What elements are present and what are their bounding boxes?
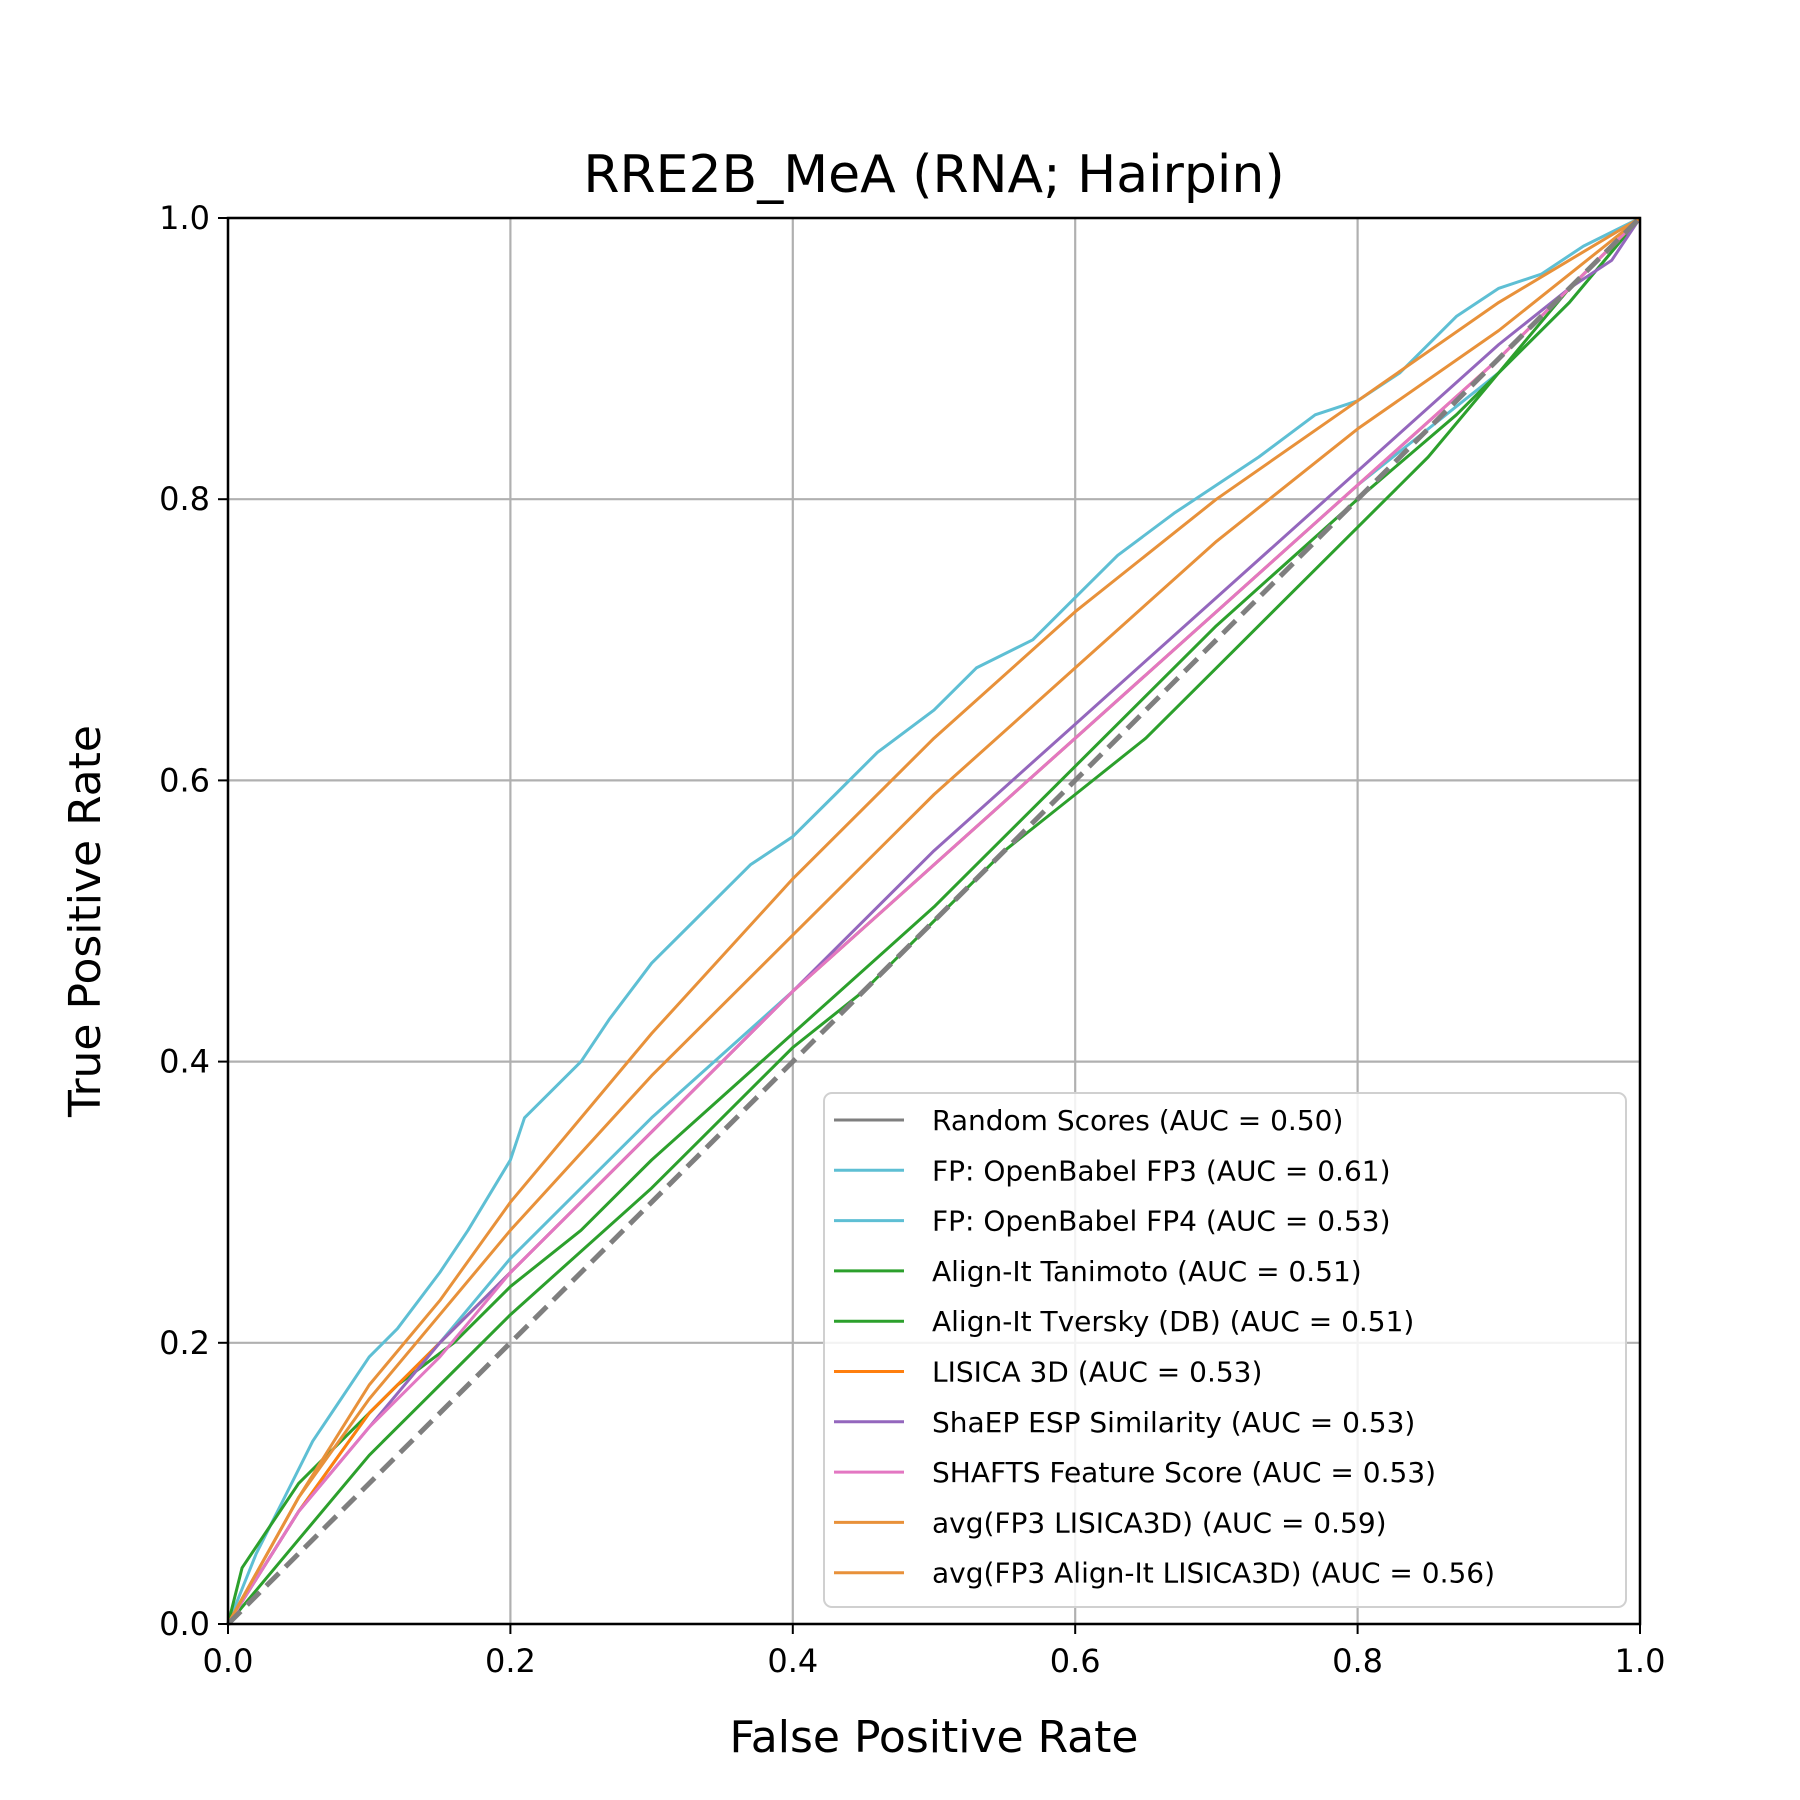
legend-box	[823, 1092, 1627, 1608]
series-line-9	[226, 216, 1641, 1625]
plot-frame	[226, 216, 1642, 1626]
y-tick-label: 1.0	[159, 199, 210, 237]
legend-label: FP: OpenBabel FP3 (AUC = 0.61)	[932, 1154, 1391, 1187]
legend-label: LISICA 3D (AUC = 0.53)	[932, 1356, 1262, 1389]
ticks: 0.0 0.2 0.4 0.6 0.8 1.0 0.0 0.2 0.4 0.6 0.8 1.0	[159, 199, 1665, 1680]
series-line-4	[226, 217, 1642, 1625]
x-tick-label: 0.4	[767, 1642, 818, 1680]
legend-label: Random Scores (AUC = 0.50)	[932, 1104, 1343, 1137]
series-line-6	[226, 217, 1642, 1625]
legend-label: avg(FP3 Align-It LISICA3D) (AUC = 0.56)	[932, 1557, 1495, 1590]
x-tick-label: 1.0	[1615, 1642, 1666, 1680]
x-tick-label: 0.0	[203, 1642, 254, 1680]
legend: Random Scores (AUC = 0.50) FP: OpenBabel …	[823, 1092, 1627, 1608]
y-tick-label: 0.6	[159, 761, 210, 799]
legend-label: Align-It Tanimoto (AUC = 0.51)	[932, 1255, 1362, 1288]
x-axis-label: False Positive Rate	[730, 1712, 1139, 1763]
legend-label: SHAFTS Feature Score (AUC = 0.53)	[932, 1456, 1436, 1489]
y-axis-label: True Positive Rate	[60, 725, 111, 1118]
chart-title: RRE2B_MeA (RNA; Hairpin)	[583, 145, 1284, 205]
series-line-0	[226, 216, 1642, 1626]
y-tick-label: 0.8	[159, 480, 210, 518]
y-tick-label: 0.0	[159, 1605, 210, 1643]
legend-label: avg(FP3 LISICA3D) (AUC = 0.59)	[932, 1506, 1387, 1539]
legend-label: FP: OpenBabel FP4 (AUC = 0.53)	[932, 1205, 1391, 1238]
series-line-8	[226, 216, 1641, 1625]
x-tick-label: 0.8	[1332, 1642, 1383, 1680]
x-tick-label: 0.2	[485, 1642, 536, 1680]
y-tick-label: 0.2	[159, 1324, 210, 1362]
legend-label: ShaEP ESP Similarity (AUC = 0.53)	[932, 1406, 1415, 1439]
series-lines	[226, 216, 1642, 1626]
series-line-7	[226, 216, 1642, 1625]
y-tick-label: 0.4	[159, 1043, 210, 1081]
x-tick-label: 0.6	[1050, 1642, 1101, 1680]
legend-label: Align-It Tversky (DB) (AUC = 0.51)	[932, 1305, 1414, 1338]
